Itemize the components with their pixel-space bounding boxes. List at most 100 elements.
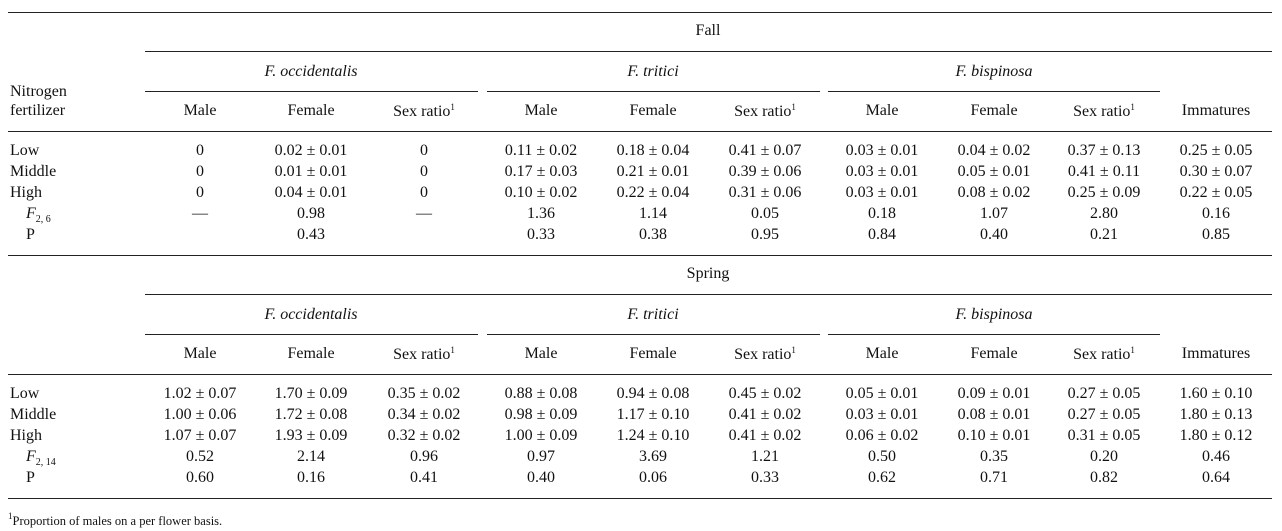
p-value-cell: 0.33 (751, 469, 779, 486)
col-header-sex-ratio: Sex ratio1 (734, 103, 796, 120)
row-label: Low (10, 142, 40, 159)
species-header: F. bispinosa (955, 306, 1033, 323)
row-label-f-stat: F2, 6 (26, 206, 51, 225)
table-cell: 0.05 ± 0.01 (957, 163, 1031, 180)
table-cell: 0 (196, 163, 204, 180)
p-value-cell: 0.43 (297, 226, 325, 243)
col-header-female: Female (287, 345, 335, 362)
table-cell: 0.34 ± 0.02 (387, 406, 461, 423)
table-cell: 0 (420, 163, 428, 180)
table-cell: 0.08 ± 0.01 (957, 406, 1031, 423)
table-cell: 0.25 ± 0.05 (1179, 142, 1253, 159)
f-stat-cell: 0.16 (1202, 205, 1230, 222)
row-label-p-value: P (26, 469, 35, 486)
f-stat-cell: 0.52 (186, 448, 214, 465)
table-cell: 0.02 ± 0.01 (274, 142, 348, 159)
footnote-ref-mark: 1 (791, 345, 796, 355)
table-cell: 1.60 ± 0.10 (1179, 385, 1253, 402)
table-cell: 0.03 ± 0.01 (845, 184, 919, 201)
col-header-sex-ratio: Sex ratio1 (734, 346, 796, 363)
table-cell: 0 (420, 142, 428, 159)
p-value-cell: 0.38 (639, 226, 667, 243)
table-cell: 0.94 ± 0.08 (616, 385, 690, 402)
footnote-ref-mark: 1 (1130, 345, 1135, 355)
table-cell: 0.35 ± 0.02 (387, 385, 461, 402)
p-value-cell: 0.60 (186, 469, 214, 486)
table-cell: 0 (196, 142, 204, 159)
table-cell: 0.03 ± 0.01 (845, 163, 919, 180)
top-rule (8, 12, 1272, 13)
col-header-female: Female (287, 102, 335, 119)
p-value-cell: 0.41 (410, 469, 438, 486)
table-cell: 0.03 ± 0.01 (845, 406, 919, 423)
row-label: High (10, 184, 42, 201)
col-header-sex-ratio: Sex ratio1 (393, 103, 455, 120)
table-cell: 1.80 ± 0.12 (1179, 427, 1253, 444)
table-cell: 0.22 ± 0.04 (616, 184, 690, 201)
table-cell: 1.93 ± 0.09 (274, 427, 348, 444)
footnote-mark: 1 (8, 511, 13, 521)
f-stat-cell: 0.18 (868, 205, 896, 222)
table-cell: 0.06 ± 0.02 (845, 427, 919, 444)
p-value-cell: 0.40 (527, 469, 555, 486)
col-header-sex-ratio: Sex ratio1 (1073, 346, 1135, 363)
table-cell: 0 (420, 184, 428, 201)
col-header-sex-ratio-label: Sex ratio (734, 103, 792, 120)
f-symbol: F (26, 448, 36, 465)
table-cell: 1.00 ± 0.06 (163, 406, 237, 423)
row-label: Middle (10, 406, 57, 423)
f-symbol: F (26, 205, 36, 222)
col-header-male: Male (524, 102, 558, 119)
footnote-text: Proportion of males on a per flower basi… (12, 514, 223, 528)
season-title: Spring (686, 265, 730, 282)
p-value-cell: 0.21 (1090, 226, 1118, 243)
species-spanner-rule (828, 91, 1160, 92)
species-header: F. bispinosa (955, 63, 1033, 80)
col-header-sex-ratio-label: Sex ratio (393, 346, 451, 363)
table-cell: 0.37 ± 0.13 (1067, 142, 1141, 159)
table-cell: 0.41 ± 0.02 (728, 427, 802, 444)
bottom-rule (8, 498, 1272, 499)
section-divider-rule (8, 255, 1272, 256)
p-value-cell: 0.16 (297, 469, 325, 486)
footnote: 1Proportion of males on a per flower bas… (8, 512, 222, 528)
col-header-male: Male (183, 345, 217, 362)
p-value-cell: 0.95 (751, 226, 779, 243)
table-cell: 0.31 ± 0.05 (1067, 427, 1141, 444)
stub-header: Nitrogen (10, 83, 67, 100)
table-cell: 0.21 ± 0.01 (616, 163, 690, 180)
table-cell: 0 (196, 184, 204, 201)
table-cell: 1.24 ± 0.10 (616, 427, 690, 444)
p-value-cell: 0.64 (1202, 469, 1230, 486)
col-header-immatures: Immatures (1181, 345, 1251, 362)
row-label: Middle (10, 163, 57, 180)
p-value-cell: 0.82 (1090, 469, 1118, 486)
table-cell: 0.18 ± 0.04 (616, 142, 690, 159)
f-stat-cell: 1.21 (751, 448, 779, 465)
table-cell: 0.11 ± 0.02 (504, 142, 578, 159)
stub-header: fertilizer (10, 102, 66, 119)
col-header-male: Male (865, 102, 899, 119)
table-cell: 0.04 ± 0.01 (274, 184, 348, 201)
row-label-f-stat: F2, 14 (26, 449, 56, 468)
col-header-sex-ratio-label: Sex ratio (734, 346, 792, 363)
table-cell: 0.88 ± 0.08 (504, 385, 578, 402)
species-spanner-rule (145, 91, 478, 92)
table-cell: 1.07 ± 0.07 (163, 427, 237, 444)
table-cell: 1.70 ± 0.09 (274, 385, 348, 402)
col-header-sex-ratio-label: Sex ratio (1073, 103, 1131, 120)
table-cell: 0.10 ± 0.02 (504, 184, 578, 201)
season-title: Fall (695, 22, 721, 39)
table-cell: 0.32 ± 0.02 (387, 427, 461, 444)
p-value-cell: 0.62 (868, 469, 896, 486)
col-header-sex-ratio-label: Sex ratio (1073, 346, 1131, 363)
season-spanner-rule (145, 51, 1272, 52)
species-header: F. occidentalis (264, 306, 358, 323)
species-spanner-rule (828, 334, 1160, 335)
f-stat-cell: — (416, 205, 432, 222)
column-header-rule (8, 131, 1272, 132)
footnote-ref-mark: 1 (791, 102, 796, 112)
f-stat-cell: 0.20 (1090, 448, 1118, 465)
col-header-male: Male (183, 102, 217, 119)
f-stat-cell: 0.35 (980, 448, 1008, 465)
